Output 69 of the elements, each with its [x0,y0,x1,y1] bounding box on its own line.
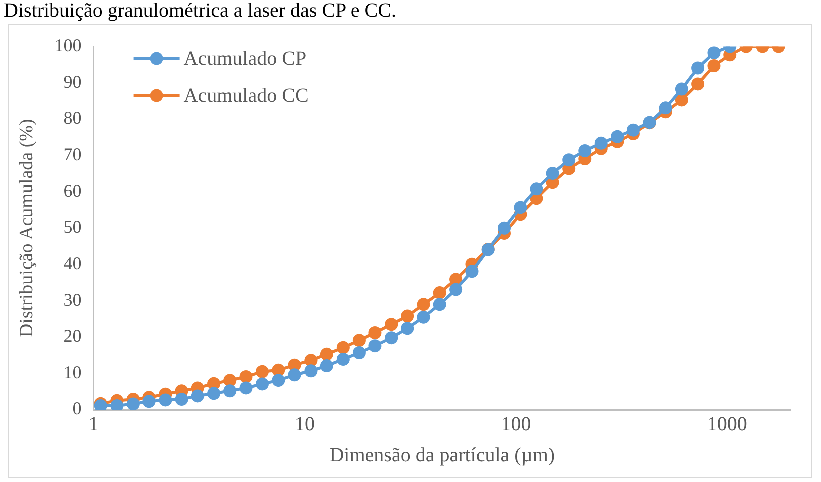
point [708,60,721,73]
y-tick-label: 40 [64,253,82,274]
point [304,354,318,368]
point [336,353,350,366]
point [466,265,479,278]
point [240,370,253,384]
y-axis-title: Distribuição Acumulada (%) [16,119,38,338]
x-axis-title: Dimensão da partícula (µm) [330,444,556,466]
point [224,374,237,388]
y-tick-label: 90 [64,72,82,92]
point [336,341,350,354]
point [401,310,414,323]
y-tick-label: 100 [54,36,82,56]
legend-label: Acumulado CC [184,85,309,108]
point [498,222,511,235]
y-tick-label: 70 [64,144,82,164]
point [385,318,398,332]
point [659,102,672,115]
point [385,332,398,345]
point [514,201,528,214]
y-tick-label: 10 [64,362,82,382]
x-tick-label: 1 [88,413,99,436]
point [368,326,382,340]
point [578,144,592,158]
point [256,365,269,378]
x-tick-label: 100 [501,413,532,436]
point [240,382,253,395]
point [368,340,382,353]
chart-title: Distribuição granulométrica a laser das CP e CC. [3,0,398,24]
point [417,310,430,324]
point [433,298,446,312]
point [352,346,366,360]
point [191,390,204,403]
x-tick-label: 1000 [707,413,748,436]
point [175,392,188,406]
point [208,387,221,400]
y-tick-label: 0 [72,398,82,419]
point [594,136,608,150]
y-tick-label: 30 [64,290,82,310]
point [626,124,640,137]
point [675,82,688,96]
y-tick-label: 50 [64,217,82,238]
point [159,394,172,407]
y-tick-label: 20 [64,326,82,346]
point [126,398,140,410]
point [352,334,366,348]
y-tick-label: 80 [64,108,82,128]
point [320,360,334,373]
point [224,384,237,398]
point [708,46,721,60]
point [272,374,286,388]
point [320,348,334,361]
point [692,62,705,75]
x-tick-label: 10 [295,413,316,436]
point [562,154,576,167]
point [304,364,318,378]
y-tick-label: 60 [64,180,82,201]
point [450,283,463,296]
point [142,395,156,408]
point [611,130,624,144]
point [417,298,430,312]
point [546,167,560,180]
legend-label: Acumulado CP [184,48,307,70]
point [530,182,544,196]
point [401,322,414,336]
point [256,378,269,391]
point [433,286,446,300]
point [288,368,302,382]
point [692,78,705,91]
